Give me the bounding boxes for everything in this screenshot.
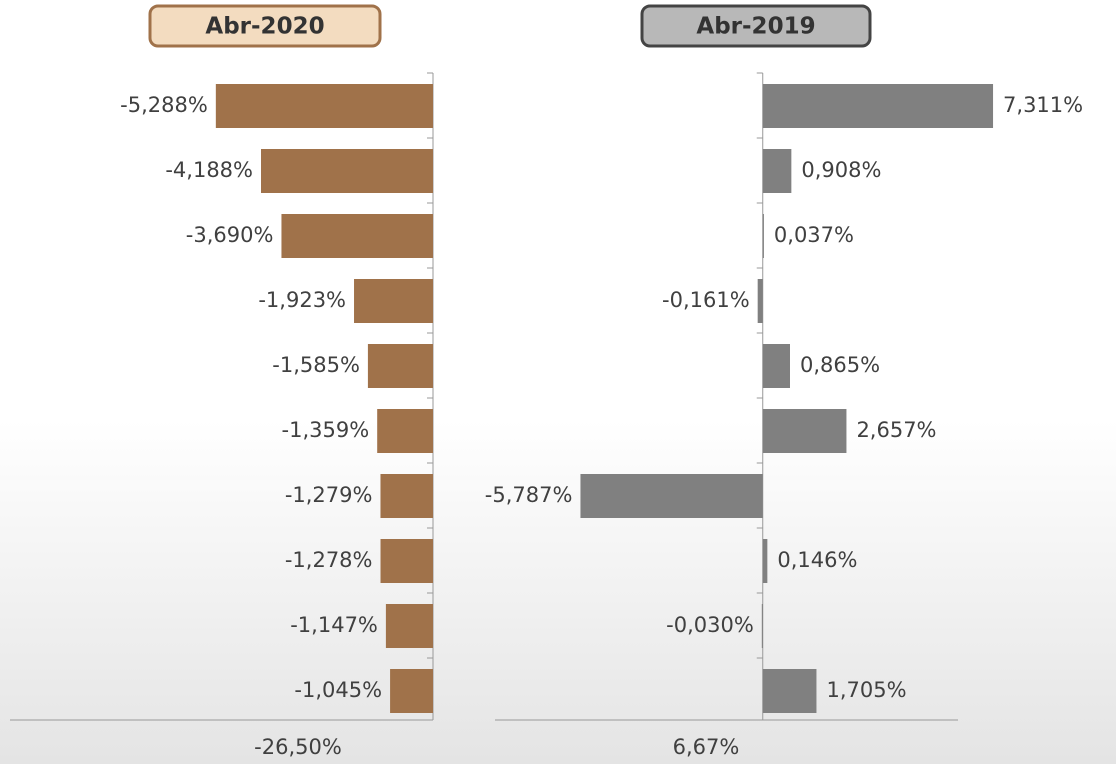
bar — [380, 539, 433, 583]
bar — [762, 539, 768, 583]
value-label: -1,147% — [290, 613, 378, 637]
bar — [380, 474, 433, 518]
bar — [390, 669, 433, 713]
title-box — [148, 4, 382, 48]
bar — [762, 149, 792, 193]
bar — [377, 409, 433, 453]
bar — [757, 279, 763, 323]
value-label: -1,278% — [285, 548, 373, 572]
value-label: -4,188% — [165, 158, 253, 182]
bar — [761, 604, 763, 648]
value-label: -3,690% — [186, 223, 274, 247]
value-label: 0,037% — [774, 223, 854, 247]
total-label: -26,50% — [254, 735, 342, 759]
bar — [762, 669, 817, 713]
value-label: -1,585% — [272, 353, 360, 377]
bar — [215, 84, 433, 128]
chart-title: Abr-2020 — [205, 14, 324, 40]
value-label: 0,146% — [777, 548, 857, 572]
chart-title: Abr-2019 — [696, 14, 815, 40]
value-label: 0,908% — [801, 158, 881, 182]
total-label: 6,67% — [673, 735, 740, 759]
value-label: -5,288% — [120, 93, 208, 117]
value-label: -0,161% — [662, 288, 750, 312]
value-label: -1,923% — [258, 288, 346, 312]
value-label: 0,865% — [800, 353, 880, 377]
value-label: 2,657% — [856, 418, 936, 442]
bar — [762, 344, 790, 388]
bar — [385, 604, 433, 648]
bar — [762, 409, 847, 453]
bar — [354, 279, 433, 323]
value-label: -5,787% — [485, 483, 573, 507]
title-box — [640, 4, 872, 48]
value-label: -1,279% — [285, 483, 373, 507]
bar — [281, 214, 433, 258]
value-label: 1,705% — [826, 678, 906, 702]
value-label: -0,030% — [666, 613, 754, 637]
value-label: 7,311% — [1003, 93, 1083, 117]
bar — [580, 474, 763, 518]
value-label: -1,359% — [282, 418, 370, 442]
bar — [762, 84, 994, 128]
bar — [762, 214, 764, 258]
bar — [367, 344, 433, 388]
bar — [261, 149, 433, 193]
value-label: -1,045% — [294, 678, 382, 702]
